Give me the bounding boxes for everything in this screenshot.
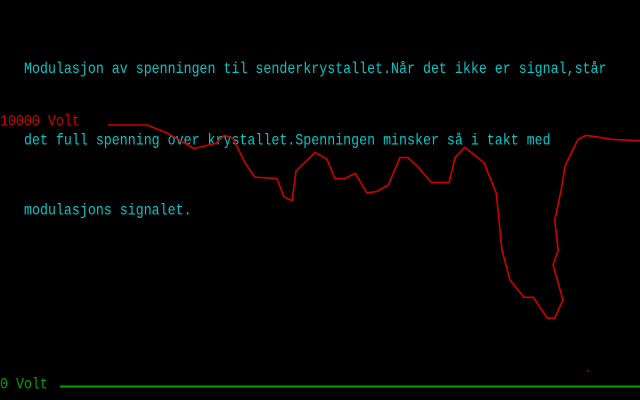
trace-point <box>554 317 556 319</box>
trace-point <box>166 132 168 134</box>
trace-point <box>244 162 246 164</box>
trace-point <box>387 184 389 186</box>
intro-line-3: modulasjons signalet. <box>24 201 192 220</box>
trace-point <box>146 124 148 126</box>
trace-point <box>276 177 278 180</box>
trace-point <box>215 142 217 144</box>
trace-point <box>326 158 328 160</box>
trace-point <box>399 157 401 159</box>
modulation-trace <box>108 124 640 319</box>
stray-pixel <box>587 370 589 372</box>
trace-point <box>334 177 336 180</box>
trace-point <box>483 162 485 164</box>
trace-point <box>354 172 356 174</box>
intro-line-2: det full spenning over krystallet.Spenni… <box>24 131 551 149</box>
trace-point <box>107 124 109 126</box>
y-label-top: 10000 Volt <box>0 113 80 131</box>
intro-text: Modulasjon av spenningen til senderkryst… <box>24 11 607 247</box>
trace-point <box>523 296 525 298</box>
trace-point <box>495 192 497 194</box>
intro-line-1: Modulasjon av spenningen til senderkryst… <box>24 60 607 78</box>
trace-point <box>448 181 450 184</box>
trace-point <box>344 177 346 180</box>
trace-point <box>375 190 377 193</box>
trace-point <box>611 138 613 140</box>
trace-point <box>564 164 566 167</box>
trace-point <box>557 249 559 251</box>
trace-point <box>585 134 587 137</box>
trace-point <box>454 157 456 159</box>
trace-point <box>314 151 316 154</box>
trace-point <box>283 196 285 198</box>
trace-point <box>430 181 432 184</box>
trace-point <box>595 136 597 138</box>
trace-point <box>407 157 409 159</box>
y-label-bottom: 0 Volt <box>0 376 48 394</box>
trace-point <box>562 299 564 301</box>
trace-point <box>546 317 548 319</box>
trace-point <box>554 219 556 221</box>
trace-point <box>232 137 234 139</box>
trace-point <box>560 189 562 191</box>
trace-point <box>509 279 511 281</box>
trace-point <box>552 264 554 266</box>
trace-point <box>223 134 225 137</box>
trace-point <box>295 170 297 172</box>
trace-point <box>291 200 293 202</box>
trace-point <box>532 296 534 298</box>
trace-point <box>417 166 419 168</box>
trace-point <box>464 146 466 148</box>
trace-point <box>193 147 195 150</box>
trace-point <box>366 192 368 194</box>
trace-point <box>254 176 256 178</box>
trace-point <box>501 249 503 251</box>
trace-point <box>577 138 579 140</box>
